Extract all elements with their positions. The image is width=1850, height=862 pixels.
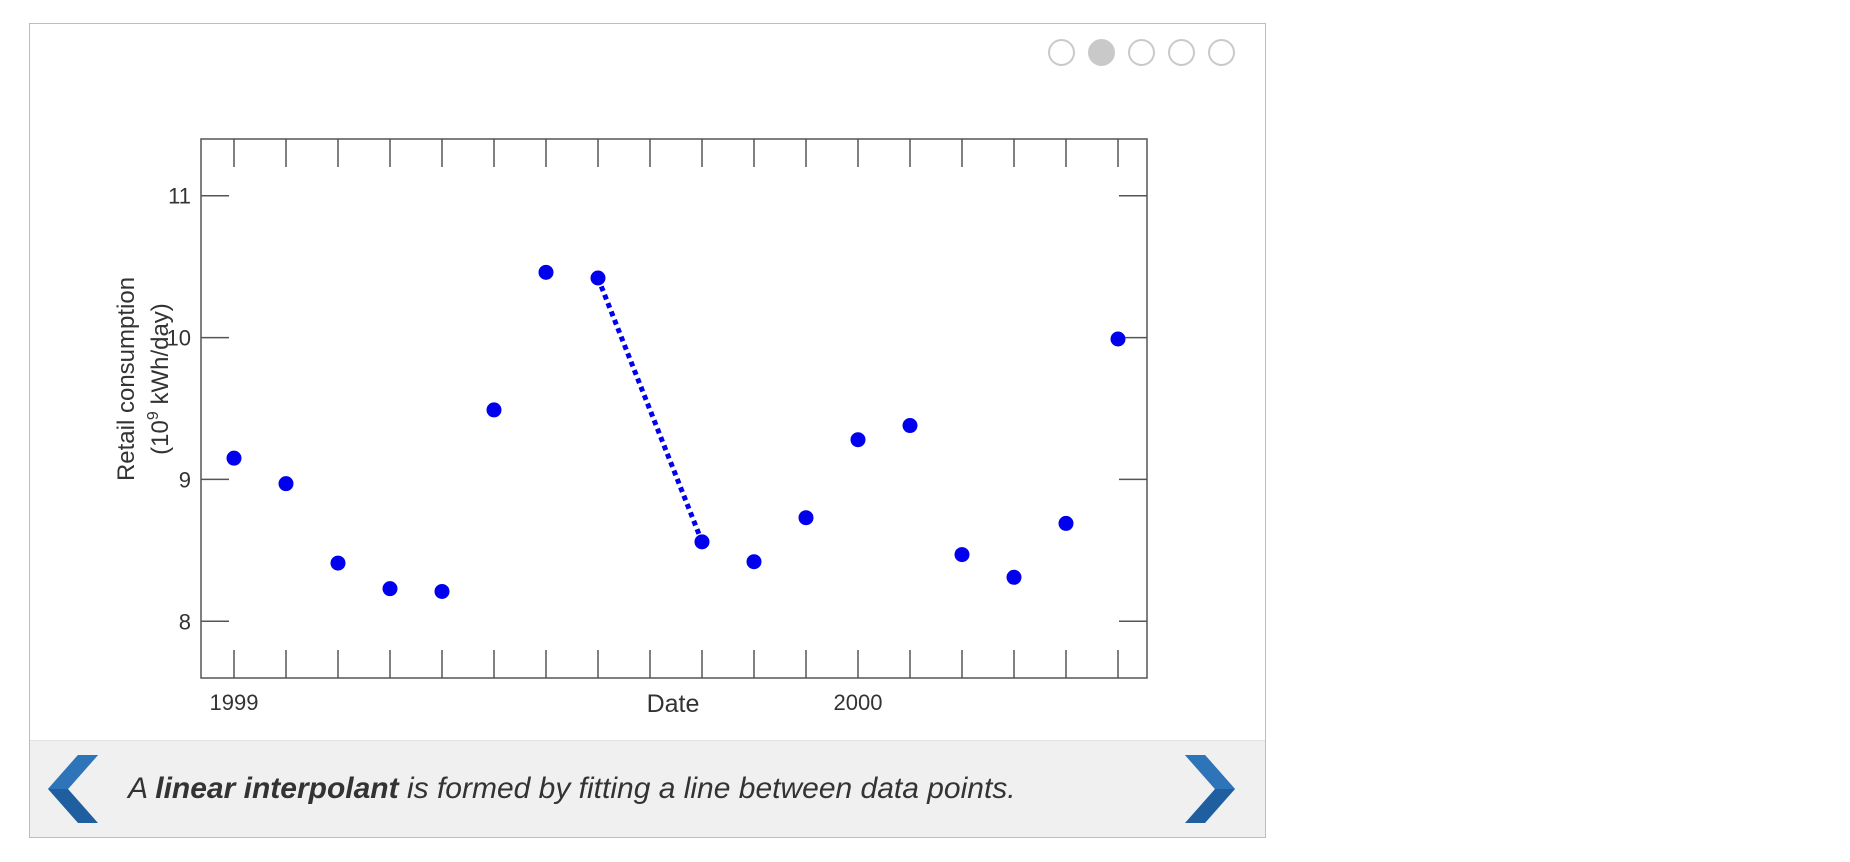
slide-dot-1[interactable] [1048,39,1075,66]
data-point [694,534,710,550]
data-point [486,402,502,418]
data-point [1058,515,1074,531]
previous-slide-button[interactable] [46,755,102,823]
data-point [330,555,346,571]
data-point [278,476,294,492]
y-tick-label: 10 [167,326,191,351]
data-point [382,581,398,597]
caption-bar: A linear interpolant is formed by fittin… [30,740,1265,837]
x-axis-label: Date [647,690,700,718]
scatter-chart: 8 9 10 11 1999 2000 Date Retail consumption (… [113,138,1148,718]
y-tick-label: 8 [179,609,191,634]
y-axis-label-line2: (109 kWh/day) [145,303,174,455]
slideshow-panel: 8 9 10 11 1999 2000 Date Retail consumption (… [29,23,1266,838]
caption-bold-term: linear interpolant [155,772,399,805]
chevron-right-icon [1185,755,1235,823]
data-point [590,270,606,286]
x-tick-label: 2000 [834,690,883,715]
data-point [1110,331,1126,347]
data-point [798,510,814,526]
data-point [850,432,866,448]
caption-prefix: A [128,772,156,805]
y-axis-label: Retail consumption (109 kWh/day) [113,277,174,481]
caption-suffix: is formed by fitting a line between data… [398,772,1016,805]
data-point [746,554,762,570]
y-axis-label-line1: Retail consumption [113,277,140,481]
data-point [954,547,970,563]
slide-caption: A linear interpolant is formed by fittin… [128,741,1016,837]
y-tick-label: 9 [179,467,191,492]
data-point [1006,569,1022,585]
slide-indicator [1048,39,1235,66]
plot-frame [200,138,1148,679]
data-point [538,264,554,280]
slide-dot-5[interactable] [1208,39,1235,66]
data-point [226,450,242,466]
chevron-left-icon [48,755,98,823]
slide-dot-2[interactable] [1088,39,1115,66]
data-point [434,583,450,599]
next-slide-button[interactable] [1181,755,1237,823]
y-tick-label: 11 [168,184,191,209]
slide-dot-4[interactable] [1168,39,1195,66]
linear-interpolant-line [595,277,705,543]
slide-dot-3[interactable] [1128,39,1155,66]
x-tick-label: 1999 [210,690,259,715]
data-point [902,418,918,434]
